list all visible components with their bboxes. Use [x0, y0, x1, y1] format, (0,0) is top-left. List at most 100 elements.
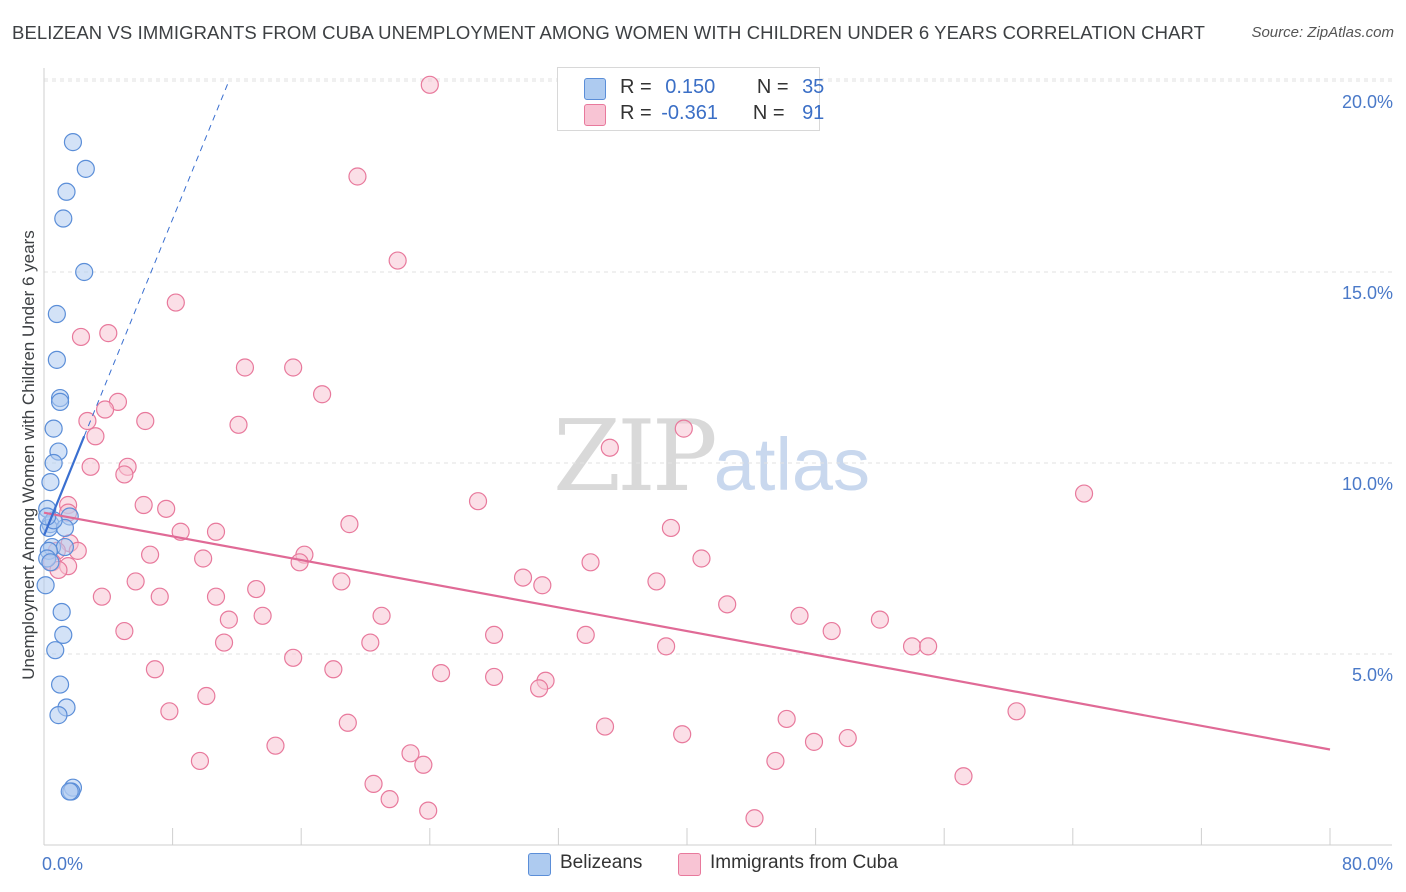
tick-labels: 5.0% 10.0% 15.0% 20.0% 0.0% 80.0% — [42, 92, 1393, 874]
data-point-belizeans — [41, 473, 60, 492]
legend-r-value: 0.150 — [665, 76, 716, 98]
legend-r-label: R = — [620, 102, 652, 124]
data-point-cuba — [902, 637, 922, 656]
trend-lines — [42, 80, 1331, 751]
data-point-cuba — [401, 744, 420, 763]
data-point-cuba — [150, 587, 169, 606]
data-point-belizeans — [54, 625, 73, 645]
data-point-cuba — [1074, 484, 1094, 503]
data-point-cuba — [595, 717, 615, 736]
legend-swatch-belizeans — [528, 853, 551, 876]
data-point-cuba — [1007, 702, 1026, 721]
data-point-cuba — [657, 637, 676, 656]
data-point-belizeans — [57, 182, 76, 201]
data-point-cuba — [581, 553, 600, 572]
series-cuba-points — [42, 75, 1094, 828]
data-point-belizeans — [36, 576, 55, 595]
data-point-cuba — [92, 587, 111, 606]
data-point-belizeans — [47, 304, 66, 324]
data-point-cuba — [312, 385, 332, 404]
data-point-belizeans — [75, 262, 94, 282]
data-point-cuba — [600, 438, 619, 457]
legend-label-belizeans: Belizeans — [560, 852, 643, 873]
data-point-cuba — [822, 621, 841, 641]
data-point-cuba — [420, 75, 439, 94]
y-tick-label: 10.0% — [1342, 474, 1393, 494]
data-point-cuba — [954, 767, 973, 786]
data-point-cuba — [134, 495, 153, 515]
data-point-cuba — [219, 610, 238, 629]
data-point-cuba — [190, 751, 210, 771]
data-point-cuba — [530, 679, 549, 698]
data-point-belizeans — [47, 350, 66, 369]
data-point-cuba — [870, 610, 890, 629]
y-tick-label: 20.0% — [1342, 92, 1393, 112]
data-point-cuba — [777, 709, 796, 729]
data-point-cuba — [513, 568, 533, 587]
trend-line-belizeans-extension — [83, 80, 230, 437]
data-point-cuba — [468, 492, 488, 511]
trend-line-belizeans — [42, 435, 86, 536]
y-tick-label: 5.0% — [1352, 665, 1393, 685]
legend-n-value: 91 — [802, 102, 825, 124]
data-point-cuba — [290, 553, 309, 572]
axes — [43, 68, 1392, 846]
series-belizeans-points — [36, 133, 95, 801]
data-point-cuba — [340, 515, 359, 534]
data-point-belizeans — [52, 602, 71, 622]
data-point-cuba — [361, 633, 380, 652]
data-point-cuba — [674, 419, 693, 438]
data-point-cuba — [919, 637, 938, 656]
legend-swatch-cuba — [584, 104, 606, 126]
data-point-cuba — [71, 327, 91, 347]
data-point-cuba — [372, 606, 391, 625]
data-point-cuba — [197, 686, 216, 706]
x-tick-label: 80.0% — [1342, 854, 1393, 874]
y-tick-label: 15.0% — [1342, 283, 1393, 303]
data-point-cuba — [136, 411, 155, 431]
data-point-cuba — [338, 713, 357, 732]
data-point-cuba — [576, 625, 595, 645]
data-point-cuba — [718, 595, 737, 614]
data-point-cuba — [206, 522, 226, 541]
y-axis-title: Unemployment Among Women with Children U… — [19, 230, 38, 679]
data-point-cuba — [673, 725, 692, 744]
data-point-belizeans — [49, 706, 68, 725]
data-point-cuba — [115, 465, 134, 484]
data-point-cuba — [380, 790, 399, 809]
chart-title: BELIZEAN VS IMMIGRANTS FROM CUBA UNEMPLO… — [12, 22, 1206, 43]
data-point-cuba — [284, 358, 303, 377]
data-point-cuba — [692, 549, 711, 568]
data-point-cuba — [485, 667, 504, 687]
data-point-belizeans — [44, 419, 63, 438]
data-point-cuba — [804, 732, 824, 751]
legend-label-cuba: Immigrants from Cuba — [710, 852, 898, 873]
data-point-cuba — [229, 415, 248, 434]
data-point-cuba — [206, 587, 226, 606]
data-point-belizeans — [41, 553, 60, 572]
data-point-belizeans — [55, 537, 74, 557]
trend-line-cuba — [43, 511, 1331, 751]
data-point-cuba — [284, 648, 303, 667]
data-point-belizeans — [44, 453, 63, 473]
data-point-cuba — [194, 549, 213, 568]
data-point-belizeans — [50, 392, 70, 411]
data-point-cuba — [253, 606, 272, 625]
data-point-belizeans — [63, 133, 83, 152]
data-point-cuba — [324, 660, 343, 679]
legend-r-value: -0.361 — [661, 102, 718, 124]
data-point-cuba — [661, 518, 681, 538]
correlation-legend: R = 0.150 N = 35 R = -0.361 N = 91 — [557, 67, 824, 131]
data-point-cuba — [86, 427, 105, 446]
source-label: Source: ZipAtlas.com — [1251, 24, 1394, 41]
data-point-belizeans — [54, 209, 73, 228]
data-point-belizeans — [76, 159, 95, 178]
legend-swatch-belizeans — [584, 78, 606, 100]
data-point-cuba — [157, 499, 176, 518]
data-point-belizeans — [60, 782, 79, 801]
data-point-cuba — [160, 702, 179, 721]
data-point-cuba — [766, 751, 785, 771]
data-point-belizeans — [46, 641, 65, 660]
data-point-cuba — [81, 457, 100, 476]
